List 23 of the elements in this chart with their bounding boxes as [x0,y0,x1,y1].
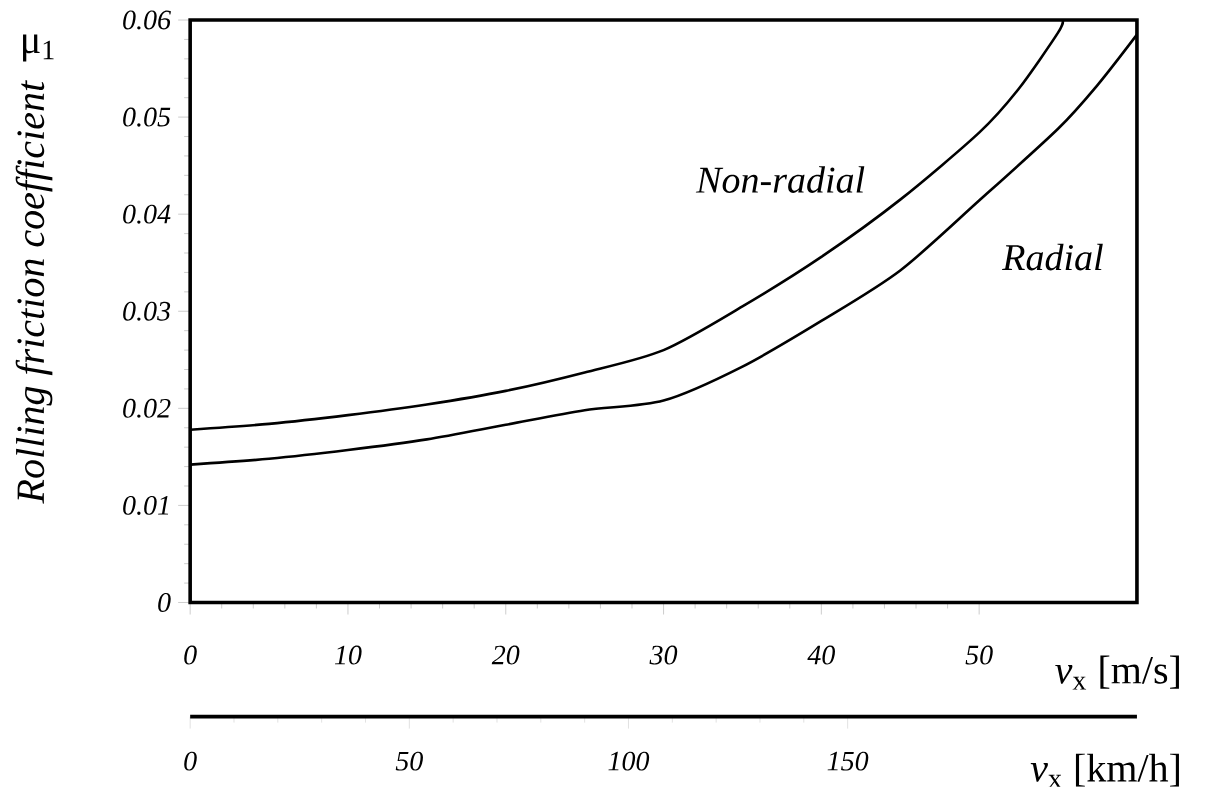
series-label: Radial [1002,243,1103,271]
x-tick-label: 30 [649,645,678,665]
x-tick-label: 20 [491,645,520,665]
y-tick-label: 0.02 [123,398,171,419]
y-tick-label: 0.03 [123,301,171,321]
x2-tick-label: 100 [608,751,650,771]
x2-axis-title: v$_{x}$ [km/h] [1030,753,1179,787]
x2-tick-label: 0 [184,751,197,771]
series-label: Non-radial [695,166,865,194]
y-tick-label: 0.05 [123,107,171,127]
y-tick-label: 0 [158,593,171,613]
x-tick-label: 40 [807,645,835,665]
x2-tick-label: 150 [827,751,869,771]
text: μ$_{1}$ [23,34,54,62]
x-axis-title: v$_{x}$ [m/s] [1055,655,1179,690]
x-tick-label: 0 [184,645,197,665]
x-tick-label: 10 [334,645,362,665]
y-tick-label: 0.01 [123,496,169,516]
x-tick-label: 50 [965,645,993,665]
x2-tick-label: 50 [395,751,423,771]
y-axis-title: Rolling friction coefficient [15,80,53,504]
y-tick-label: 0.04 [123,204,171,224]
y-tick-label: 0.06 [123,10,171,30]
